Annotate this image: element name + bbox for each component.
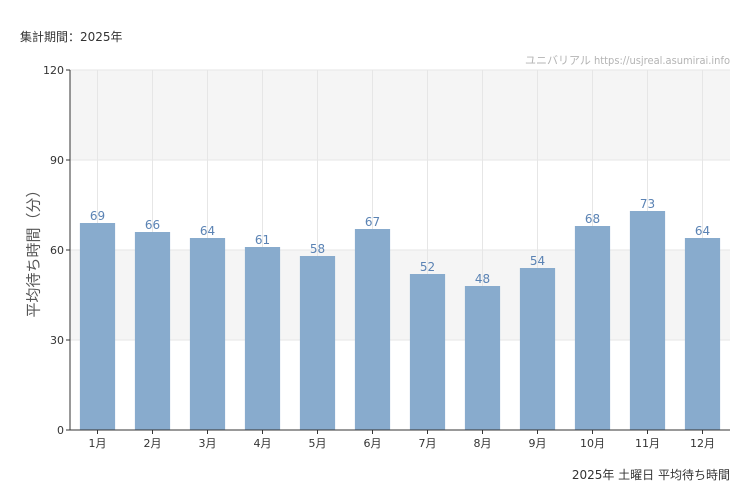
bar-value-label: 68 (585, 212, 600, 226)
x-tick-label: 7月 (419, 437, 437, 450)
bar-value-label: 64 (695, 224, 710, 238)
y-tick-label: 60 (50, 244, 64, 257)
bar-value-label: 52 (420, 260, 435, 274)
x-tick-label: 6月 (364, 437, 382, 450)
bar-value-label: 73 (640, 197, 655, 211)
bar (684, 238, 721, 430)
bar-value-label: 58 (310, 242, 325, 256)
bar (79, 223, 116, 430)
bar (409, 274, 446, 430)
bar (299, 256, 336, 430)
y-tick-label: 30 (50, 334, 64, 347)
x-tick-label: 3月 (199, 437, 217, 450)
bar-value-label: 48 (475, 272, 490, 286)
x-tick-label: 2月 (144, 437, 162, 450)
bar-value-label: 67 (365, 215, 380, 229)
chart-footer-title: 2025年 土曜日 平均待ち時間 (571, 468, 730, 482)
x-tick-label: 1月 (89, 437, 107, 450)
x-tick-label: 5月 (309, 437, 327, 450)
bar (134, 232, 171, 430)
bar-value-label: 61 (255, 233, 270, 247)
x-tick-label: 8月 (474, 437, 492, 450)
x-tick-label: 11月 (635, 437, 660, 450)
y-tick-label: 90 (50, 154, 64, 167)
x-tick-label: 10月 (580, 437, 605, 450)
bar (574, 226, 611, 430)
y-tick-label: 0 (57, 424, 64, 437)
period-label: 集計期間：2025年 (20, 30, 123, 44)
bar-value-label: 66 (145, 218, 160, 232)
x-tick-label: 12月 (690, 437, 715, 450)
grid-band (70, 70, 730, 160)
bar (244, 247, 281, 430)
bar (519, 268, 556, 430)
y-tick-label: 120 (43, 64, 64, 77)
grid-band (70, 250, 730, 340)
x-tick-label: 9月 (529, 437, 547, 450)
bar (464, 286, 501, 430)
bar-value-label: 69 (90, 209, 105, 223)
credit-label: ユニバリアル https://usjreal.asumirai.info (524, 54, 730, 67)
bar (629, 211, 666, 430)
bar (189, 238, 226, 430)
x-tick-label: 4月 (254, 437, 272, 450)
bar-value-label: 64 (200, 224, 215, 238)
bar (354, 229, 391, 430)
bar-value-label: 54 (530, 254, 545, 268)
